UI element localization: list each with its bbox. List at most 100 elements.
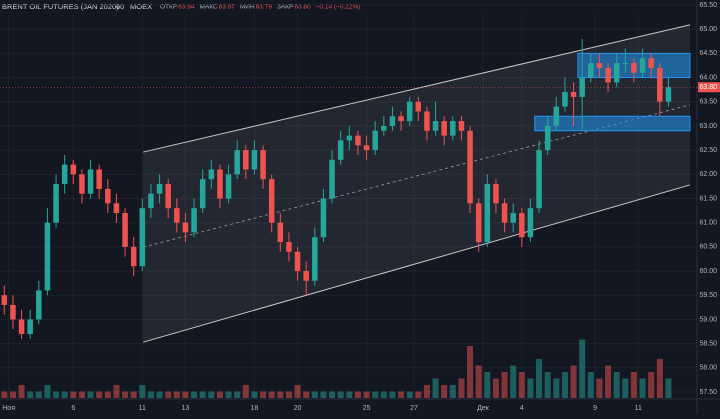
candle-body	[61, 164, 68, 184]
volume-bar	[35, 391, 42, 398]
header: BRENT OIL FUTURES (JAN 2020) 60 MOEX	[2, 2, 152, 11]
y-tick-label: 65.50	[699, 2, 717, 9]
candle-body	[148, 193, 154, 209]
candle-body	[527, 208, 534, 238]
volume-bar	[320, 391, 327, 398]
candle-body	[381, 125, 387, 131]
volume-bar	[570, 365, 577, 398]
candle-body	[553, 106, 560, 126]
volume-bar	[87, 391, 94, 398]
volume-bar	[449, 385, 456, 398]
volume-bar	[70, 391, 77, 398]
candle-body	[36, 290, 42, 320]
volume-bar	[389, 391, 396, 398]
volume-bar	[484, 372, 491, 398]
x-tick-label: 11	[139, 405, 146, 412]
candle-body	[389, 116, 396, 126]
x-tick-label: Дек	[477, 405, 490, 412]
candle-body	[79, 174, 85, 194]
volume-bar	[1, 391, 8, 398]
candle-body	[191, 208, 197, 233]
volume-bar	[518, 372, 525, 398]
candle-body	[174, 208, 180, 223]
candle-body	[622, 63, 629, 65]
volume-bar	[656, 359, 663, 398]
candle-body	[113, 203, 120, 214]
volume-bar	[492, 378, 499, 398]
x-tick-label: 6	[71, 405, 75, 412]
volume-bar	[242, 385, 249, 398]
candle-body	[320, 198, 327, 238]
volume-bar	[199, 391, 206, 398]
candle-body	[631, 63, 637, 73]
volume-bar	[605, 365, 612, 398]
candle-body	[406, 101, 413, 122]
volume-bar	[432, 378, 439, 398]
volume-bar	[216, 391, 223, 398]
volume-bar	[665, 378, 672, 398]
candle-body	[225, 174, 232, 199]
volume-bar	[354, 391, 361, 398]
candle-body	[87, 169, 94, 194]
last-price-box	[698, 82, 720, 93]
candle-body	[493, 183, 499, 204]
candle-body	[10, 304, 16, 320]
candle-body	[268, 179, 275, 223]
candle-body	[355, 135, 361, 146]
candle-body	[44, 222, 51, 291]
volume-bar	[208, 391, 215, 398]
candle-body	[130, 246, 137, 267]
candle-body	[570, 92, 577, 97]
volume-bar	[423, 385, 430, 398]
candle-body	[432, 121, 439, 131]
candle-body	[346, 135, 353, 141]
volume-bar	[596, 378, 603, 398]
candle-body	[303, 271, 309, 281]
volume-bar	[9, 391, 16, 398]
volume-bar	[260, 391, 267, 398]
x-tick-label: 20	[294, 405, 302, 412]
volume-bar	[191, 391, 198, 398]
candle-body	[337, 140, 344, 160]
candle-body	[251, 150, 258, 170]
volume-bar	[380, 391, 387, 398]
y-tick-label: 62.50	[699, 147, 717, 154]
volume-bar	[441, 385, 448, 398]
candle-body	[372, 130, 378, 151]
y-tick-label: 62.00	[699, 171, 717, 178]
volume-bar	[268, 391, 275, 398]
volume-bar	[53, 391, 60, 398]
volume-bar	[122, 391, 129, 398]
stat-label: ЗАКР	[277, 4, 293, 11]
candle-body	[475, 203, 482, 243]
candle-body	[450, 121, 456, 136]
candle-body	[665, 87, 672, 102]
y-tick-label: 58.00	[699, 365, 717, 372]
volume-bar	[639, 378, 646, 398]
stat-value: 63.94	[178, 4, 195, 11]
volume-bar	[415, 391, 422, 398]
stat-value: 63.80	[294, 4, 311, 11]
volume-bar	[285, 391, 292, 398]
candle-body	[398, 116, 404, 122]
y-tick-label: 60.00	[699, 268, 717, 275]
x-tick-label: 18	[251, 405, 259, 412]
volume-bar	[147, 391, 154, 398]
volume-bar	[622, 378, 629, 398]
volume-bar	[277, 391, 284, 398]
change: −0.14 (−0.22%)	[316, 4, 361, 11]
volume-bar	[96, 391, 103, 398]
candle-body	[105, 188, 111, 204]
volume-bar	[527, 378, 534, 398]
volume-bar	[182, 391, 189, 398]
candle-body	[277, 222, 284, 243]
volume-bar	[587, 372, 594, 398]
stat-label: ОТКР	[160, 4, 177, 11]
volume-bar	[78, 391, 85, 398]
candle-body	[657, 67, 663, 102]
candle-body	[243, 150, 249, 170]
volume-bar	[251, 391, 258, 398]
candle-body	[467, 130, 473, 204]
volume-bar	[311, 391, 318, 398]
